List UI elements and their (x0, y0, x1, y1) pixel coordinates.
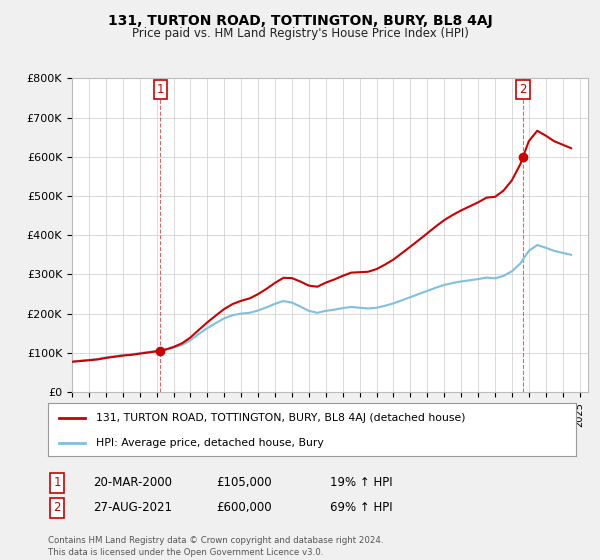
Text: HPI: Average price, detached house, Bury: HPI: Average price, detached house, Bury (95, 438, 323, 448)
Text: £105,000: £105,000 (216, 476, 272, 489)
Text: 131, TURTON ROAD, TOTTINGTON, BURY, BL8 4AJ: 131, TURTON ROAD, TOTTINGTON, BURY, BL8 … (107, 14, 493, 28)
Text: 1: 1 (53, 476, 61, 489)
Text: 20-MAR-2000: 20-MAR-2000 (93, 476, 172, 489)
Text: £600,000: £600,000 (216, 501, 272, 515)
Text: 2: 2 (53, 501, 61, 515)
Text: 131, TURTON ROAD, TOTTINGTON, BURY, BL8 4AJ (detached house): 131, TURTON ROAD, TOTTINGTON, BURY, BL8 … (95, 413, 465, 423)
Text: Price paid vs. HM Land Registry's House Price Index (HPI): Price paid vs. HM Land Registry's House … (131, 27, 469, 40)
Text: 1: 1 (157, 83, 164, 96)
Text: 19% ↑ HPI: 19% ↑ HPI (330, 476, 392, 489)
Text: 69% ↑ HPI: 69% ↑ HPI (330, 501, 392, 515)
Text: 2: 2 (519, 83, 527, 96)
Text: Contains HM Land Registry data © Crown copyright and database right 2024.
This d: Contains HM Land Registry data © Crown c… (48, 536, 383, 557)
Text: 27-AUG-2021: 27-AUG-2021 (93, 501, 172, 515)
